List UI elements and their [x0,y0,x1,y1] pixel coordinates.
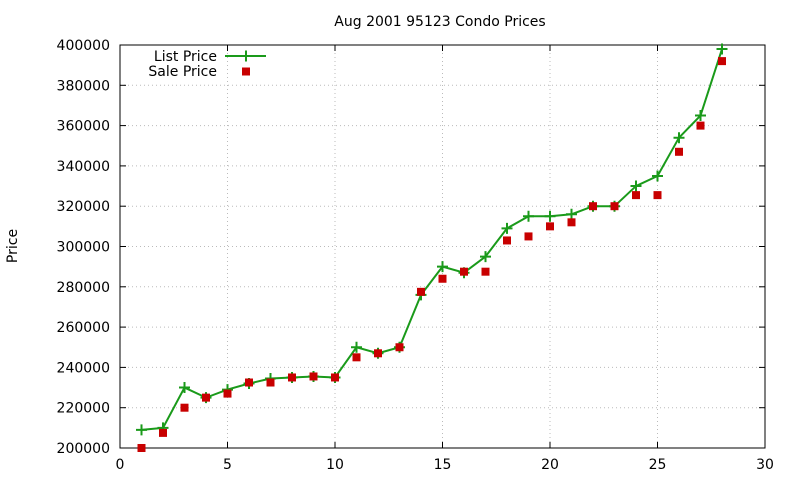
x-tick-label: 5 [223,457,232,473]
legend-marker-list-price [240,50,252,62]
sale-price-point [632,191,640,200]
list-price-point [630,180,642,192]
list-price-point [523,210,534,222]
list-price-point [351,341,362,353]
x-tick-label: 20 [541,457,559,473]
list-price-point [695,110,706,122]
legend-label-sale-price: Sale Price [148,64,217,80]
list-price-point [673,132,685,144]
sale-price-point [696,121,705,130]
y-tick-label: 260000 [57,320,110,336]
chart-title: Aug 2001 95123 Condo Prices [334,14,545,30]
list-price-point [136,424,147,436]
sale-price-point [223,389,232,398]
y-tick-label: 200000 [57,441,110,457]
list-price-point [437,261,448,273]
sale-price-point [718,57,726,66]
list-price-point [652,170,663,182]
y-tick-label: 380000 [57,78,110,94]
y-tick-label: 320000 [57,199,110,215]
y-tick-label: 360000 [57,119,110,135]
x-tick-label: 25 [649,457,667,473]
sale-price-point [589,202,597,211]
y-tick-label: 400000 [57,38,110,54]
y-tick-label: 340000 [57,159,110,175]
list-price-point [566,208,577,220]
sale-price-point [503,236,511,245]
sale-price-point [653,191,662,200]
sale-price-point [546,222,554,231]
sale-price-point [675,147,683,156]
list-price-point [480,251,491,263]
sale-price-point [309,372,318,381]
y-tick-label: 300000 [57,240,110,256]
list-price-point [179,382,190,394]
sale-price-point [180,403,189,412]
sale-price-point [245,378,253,387]
series-layer [136,43,728,452]
sale-price-point [352,353,361,362]
y-tick-label: 220000 [57,401,110,417]
sale-price-point [374,349,382,358]
x-tick-label: 0 [116,457,125,473]
legend-label-list-price: List Price [154,49,217,65]
y-axis-label: Price [5,229,21,263]
axis-ticks: 0 5 10 15 20 25 30 200000 220000 240000 260000 2800… [57,38,774,473]
sale-price-point [610,202,619,211]
legend-marker-sale-price [242,67,250,76]
sale-price-point [331,373,339,382]
sale-price-point [524,232,533,241]
sale-price-point [202,393,210,402]
sale-price-point [460,267,468,276]
y-tick-label: 240000 [57,360,110,376]
sale-price-point [159,428,167,437]
sale-price-point [395,343,404,352]
x-tick-label: 15 [434,457,452,473]
list-price-point [544,210,556,222]
sale-price-point [137,444,146,452]
list-price-point [501,222,513,234]
x-tick-label: 10 [326,457,344,473]
sale-price-point [567,218,576,227]
grid [120,45,765,448]
sale-price-point [481,267,490,276]
sale-price-point [288,373,296,382]
sale-price-point [438,274,447,283]
series-line-list-price [141,48,723,431]
sale-price-point [417,287,425,296]
x-tick-label: 30 [756,457,774,473]
list-price-point [716,43,728,55]
sale-price-point [266,378,275,387]
y-tick-label: 280000 [57,280,110,296]
legend: List Price Sale Price [148,49,266,80]
